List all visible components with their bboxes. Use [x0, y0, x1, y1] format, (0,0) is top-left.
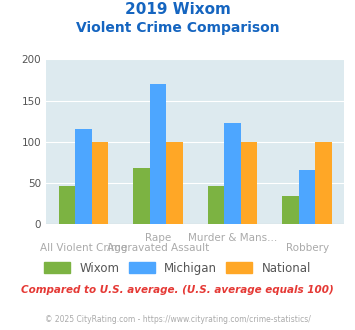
Bar	[315, 142, 332, 224]
Bar	[92, 142, 108, 224]
Text: Robbery: Robbery	[285, 243, 329, 252]
Bar	[75, 129, 92, 224]
Text: Violent Crime Comparison: Violent Crime Comparison	[76, 21, 279, 35]
Bar	[166, 142, 182, 224]
Text: All Violent Crime: All Violent Crime	[40, 243, 127, 252]
Bar	[59, 185, 75, 224]
Bar	[241, 142, 257, 224]
Bar	[208, 185, 224, 224]
Text: Murder & Mans...: Murder & Mans...	[188, 233, 277, 243]
Text: © 2025 CityRating.com - https://www.cityrating.com/crime-statistics/: © 2025 CityRating.com - https://www.city…	[45, 315, 310, 324]
Bar	[299, 170, 315, 224]
Text: 2019 Wixom: 2019 Wixom	[125, 2, 230, 16]
Text: Aggravated Assault: Aggravated Assault	[107, 243, 209, 252]
Bar	[150, 84, 166, 224]
Bar	[224, 123, 241, 224]
Legend: Wixom, Michigan, National: Wixom, Michigan, National	[44, 262, 311, 275]
Bar	[133, 168, 150, 224]
Text: Compared to U.S. average. (U.S. average equals 100): Compared to U.S. average. (U.S. average …	[21, 285, 334, 295]
Text: Rape: Rape	[145, 233, 171, 243]
Bar	[283, 195, 299, 224]
